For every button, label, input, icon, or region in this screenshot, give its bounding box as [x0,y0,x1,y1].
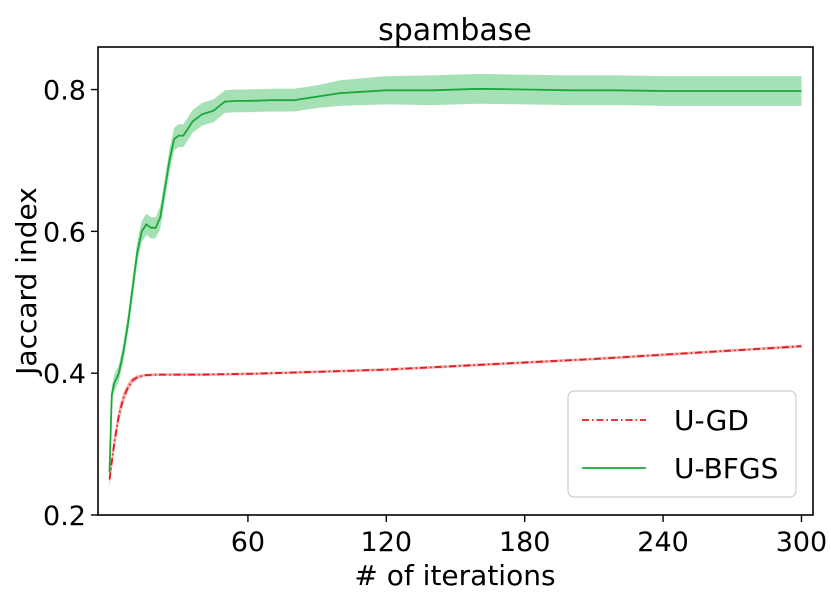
legend-label-u-bfgs: U-BFGS [674,452,778,485]
x-tick-label: 240 [637,527,689,558]
y-axis: 0.2 0.4 0.6 0.8 [43,76,98,532]
plot-frame [97,46,814,516]
plot-area [108,73,802,489]
chart-title: spambase [378,13,532,48]
y-axis-label: Jaccard index [10,187,43,377]
x-axis: 60 120 180 240 300 [231,515,828,558]
series-line-u-gd [108,345,802,480]
legend: U-GD U-BFGS [567,390,797,498]
x-tick-label: 120 [361,527,413,558]
x-tick-label: 300 [776,527,828,558]
y-tick-label: 0.8 [43,76,86,107]
x-axis-label: # of iterations [354,559,555,592]
y-tick-label: 0.4 [43,359,86,390]
series-line-u-bfgs [108,87,802,473]
x-tick-label: 180 [499,527,551,558]
y-tick-label: 0.2 [43,501,86,532]
legend-label-u-gd: U-GD [674,404,749,437]
legend-box [567,390,797,498]
y-tick-label: 0.6 [43,217,86,248]
x-tick-label: 60 [231,527,265,558]
